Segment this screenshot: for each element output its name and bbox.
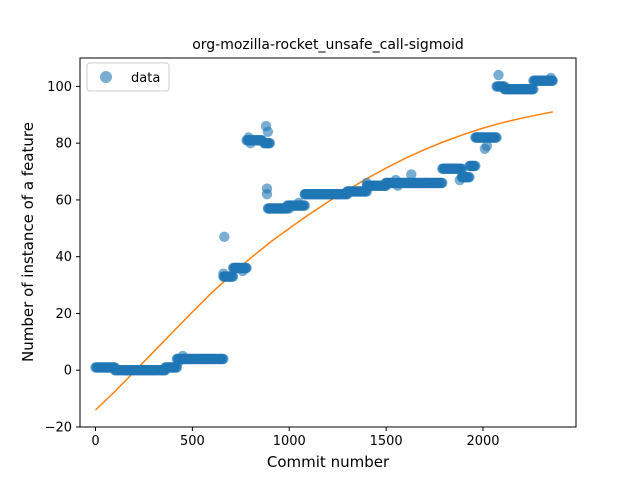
- data-point: [262, 126, 274, 137]
- data-point: [224, 271, 235, 282]
- data-point: [264, 138, 276, 149]
- y-tick-label: 60: [55, 193, 72, 208]
- data-point: [448, 163, 460, 174]
- data-point: [177, 350, 188, 362]
- data-point: [546, 75, 557, 86]
- data-point: [111, 365, 123, 376]
- data-point: [487, 132, 498, 143]
- data-point: [429, 177, 440, 189]
- data-point: [526, 84, 537, 95]
- data-point: [371, 180, 382, 191]
- data-point: [129, 365, 140, 376]
- legend-box: [86, 62, 170, 92]
- x-tick-label: 1500: [370, 434, 403, 449]
- data-point: [219, 231, 230, 242]
- data-point: [237, 265, 248, 277]
- data-point: [206, 353, 217, 365]
- x-tick-label: 0: [91, 434, 99, 449]
- data-point: [468, 160, 479, 172]
- data-point: [216, 353, 227, 365]
- data-point: [477, 132, 489, 143]
- data-point: [119, 365, 130, 376]
- data-point: [439, 163, 450, 174]
- x-axis-ticks: 0 500 1000 1500 2000: [91, 427, 500, 449]
- y-axis-ticks: −20 0 20 40 60 80 100: [45, 80, 80, 436]
- data-point: [535, 75, 547, 86]
- data-point: [437, 177, 448, 189]
- data-point: [293, 197, 305, 208]
- x-tick-label: 500: [180, 434, 205, 449]
- data-point: [380, 177, 392, 189]
- data-point: [229, 262, 241, 274]
- y-tick-label: 0: [64, 364, 72, 379]
- x-tick-label: 1000: [273, 434, 306, 449]
- fit-curve-layer: [94, 111, 553, 411]
- data-point: [419, 177, 431, 189]
- y-tick-label: 40: [55, 250, 72, 265]
- axes-frame: [79, 57, 577, 428]
- data-point: [342, 186, 353, 197]
- y-axis-title: Number of instance of a feature: [19, 122, 37, 362]
- data-point: [299, 189, 310, 200]
- legend-marker: [100, 71, 112, 83]
- scatter-points-layer: [90, 69, 558, 376]
- legend-label: data: [131, 71, 160, 86]
- x-tick-label: 2000: [466, 434, 499, 449]
- data-point: [148, 365, 159, 376]
- data-point: [138, 365, 150, 376]
- data-point: [264, 203, 276, 214]
- x-axis-title: Commit number: [267, 453, 390, 471]
- data-point: [187, 353, 198, 365]
- data-point: [493, 69, 504, 81]
- data-point: [351, 186, 363, 197]
- chart-title: org-mozilla-rocket_unsafe_call-sigmoid: [192, 37, 464, 53]
- fit-curve: [94, 111, 553, 411]
- data-point: [361, 177, 372, 189]
- data-point: [313, 189, 324, 200]
- data-point: [458, 172, 469, 183]
- data-point: [516, 84, 527, 95]
- y-tick-label: 80: [55, 137, 72, 152]
- data-point: [481, 140, 493, 152]
- data-point: [158, 365, 169, 376]
- y-tick-label: 100: [47, 80, 72, 95]
- data-point: [284, 203, 295, 214]
- data-point: [274, 203, 285, 214]
- data-point: [255, 135, 266, 146]
- data-point: [322, 189, 334, 200]
- y-tick-label: 20: [55, 307, 72, 322]
- data-point: [196, 353, 208, 365]
- y-tick-label: −20: [45, 421, 72, 436]
- data-point: [406, 169, 417, 180]
- data-point: [495, 81, 506, 92]
- data-point: [332, 189, 343, 200]
- data-point: [261, 189, 273, 200]
- data-point: [400, 177, 411, 189]
- legend: data: [86, 62, 170, 92]
- data-point: [506, 84, 518, 95]
